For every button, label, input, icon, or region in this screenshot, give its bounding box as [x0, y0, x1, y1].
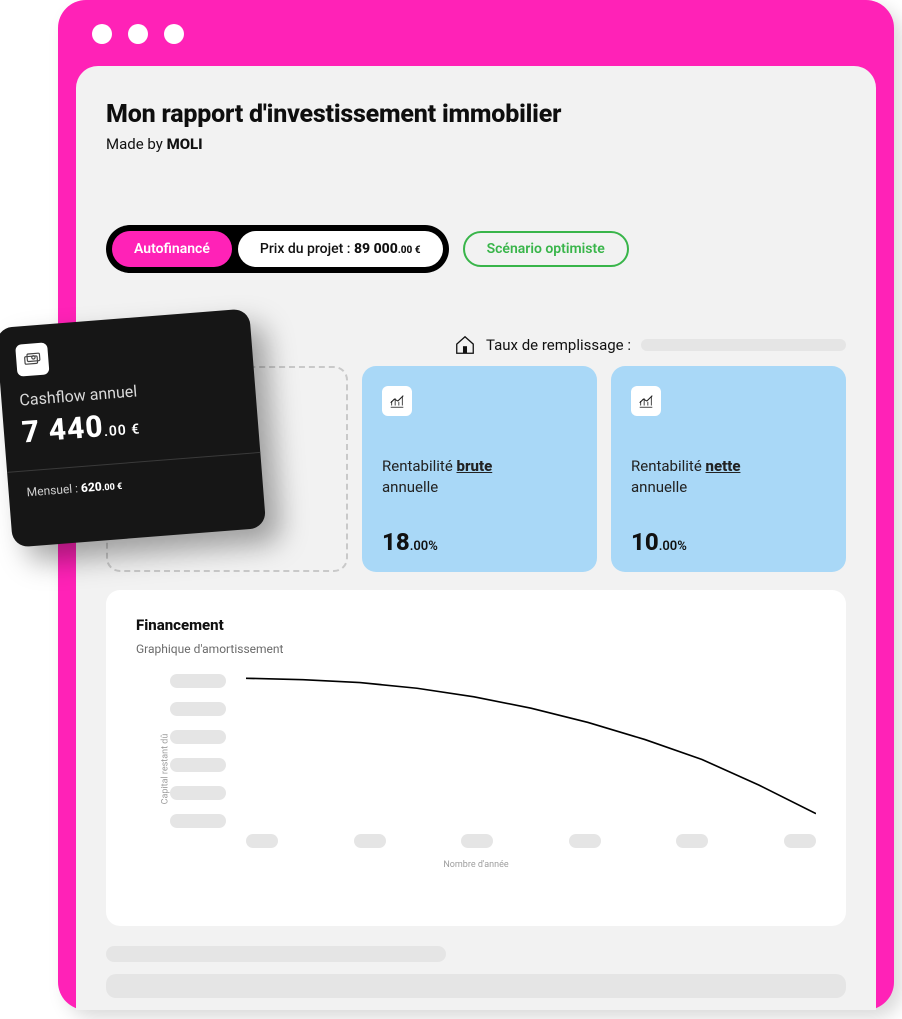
made-by-prefix: Made by [106, 135, 167, 153]
house-icon [454, 334, 476, 356]
y-axis-skeletons [170, 674, 226, 828]
cashflow-footer: Mensuel : 620.00 € [26, 468, 244, 499]
window-dot[interactable] [128, 24, 148, 44]
chart-icon [631, 386, 661, 416]
chart-line-svg [246, 674, 816, 817]
cashflow-card: Cashflow annuel 7 440.00 € Mensuel : 620… [0, 308, 266, 547]
project-price-pill[interactable]: Prix du projet : 89 000.00 € [238, 231, 443, 267]
app-panel: Mon rapport d'investissement immobilier … [76, 66, 876, 1010]
fillrate-label: Taux de remplissage : [486, 336, 631, 354]
metric-label: Rentabilité nette annuelle [631, 456, 826, 498]
price-prefix: Prix du projet : [260, 241, 354, 257]
fin-title: Financement [136, 616, 816, 634]
metric-card-nette: Rentabilité nette annuelle 10.00% [611, 366, 846, 572]
price-small: .00 € [398, 245, 421, 256]
fillrate-bar [641, 339, 846, 351]
chart-icon [382, 386, 412, 416]
metric-label: Rentabilité brute annuelle [382, 456, 577, 498]
pill-row: Autofinancé Prix du projet : 89 000.00 €… [106, 225, 846, 273]
brand-name: MOLI [167, 135, 203, 153]
price-value: 89 000 [354, 241, 398, 257]
fillrate-row: Taux de remplissage : [454, 334, 846, 356]
autofinance-pill[interactable]: Autofinancé [112, 231, 232, 267]
window-dot[interactable] [164, 24, 184, 44]
page-title: Mon rapport d'investissement immobilier [106, 100, 846, 129]
metric-cards: Rentabilité brute annuelle 18.00% Rentab… [362, 366, 846, 572]
fin-subtitle: Graphique d'amortissement [136, 642, 816, 656]
pill-group: Autofinancé Prix du projet : 89 000.00 € [106, 225, 449, 273]
x-axis-skeletons [246, 834, 816, 848]
chart-ylabel: Capital restant dû [160, 734, 170, 805]
metric-card-brute: Rentabilité brute annuelle 18.00% [362, 366, 597, 572]
made-by: Made by MOLI [106, 135, 846, 153]
bottom-skeletons [106, 946, 846, 998]
financement-card: Financement Graphique d'amortissement Ca… [106, 590, 846, 926]
window-controls [92, 24, 184, 44]
window-dot[interactable] [92, 24, 112, 44]
amortization-chart: Capital restant dû [136, 674, 816, 864]
money-icon [15, 342, 49, 376]
chart-xlabel: Nombre d'année [136, 860, 816, 870]
scenario-pill[interactable]: Scénario optimiste [463, 231, 629, 267]
metric-value: 10.00% [631, 528, 826, 556]
metric-value: 18.00% [382, 528, 577, 556]
